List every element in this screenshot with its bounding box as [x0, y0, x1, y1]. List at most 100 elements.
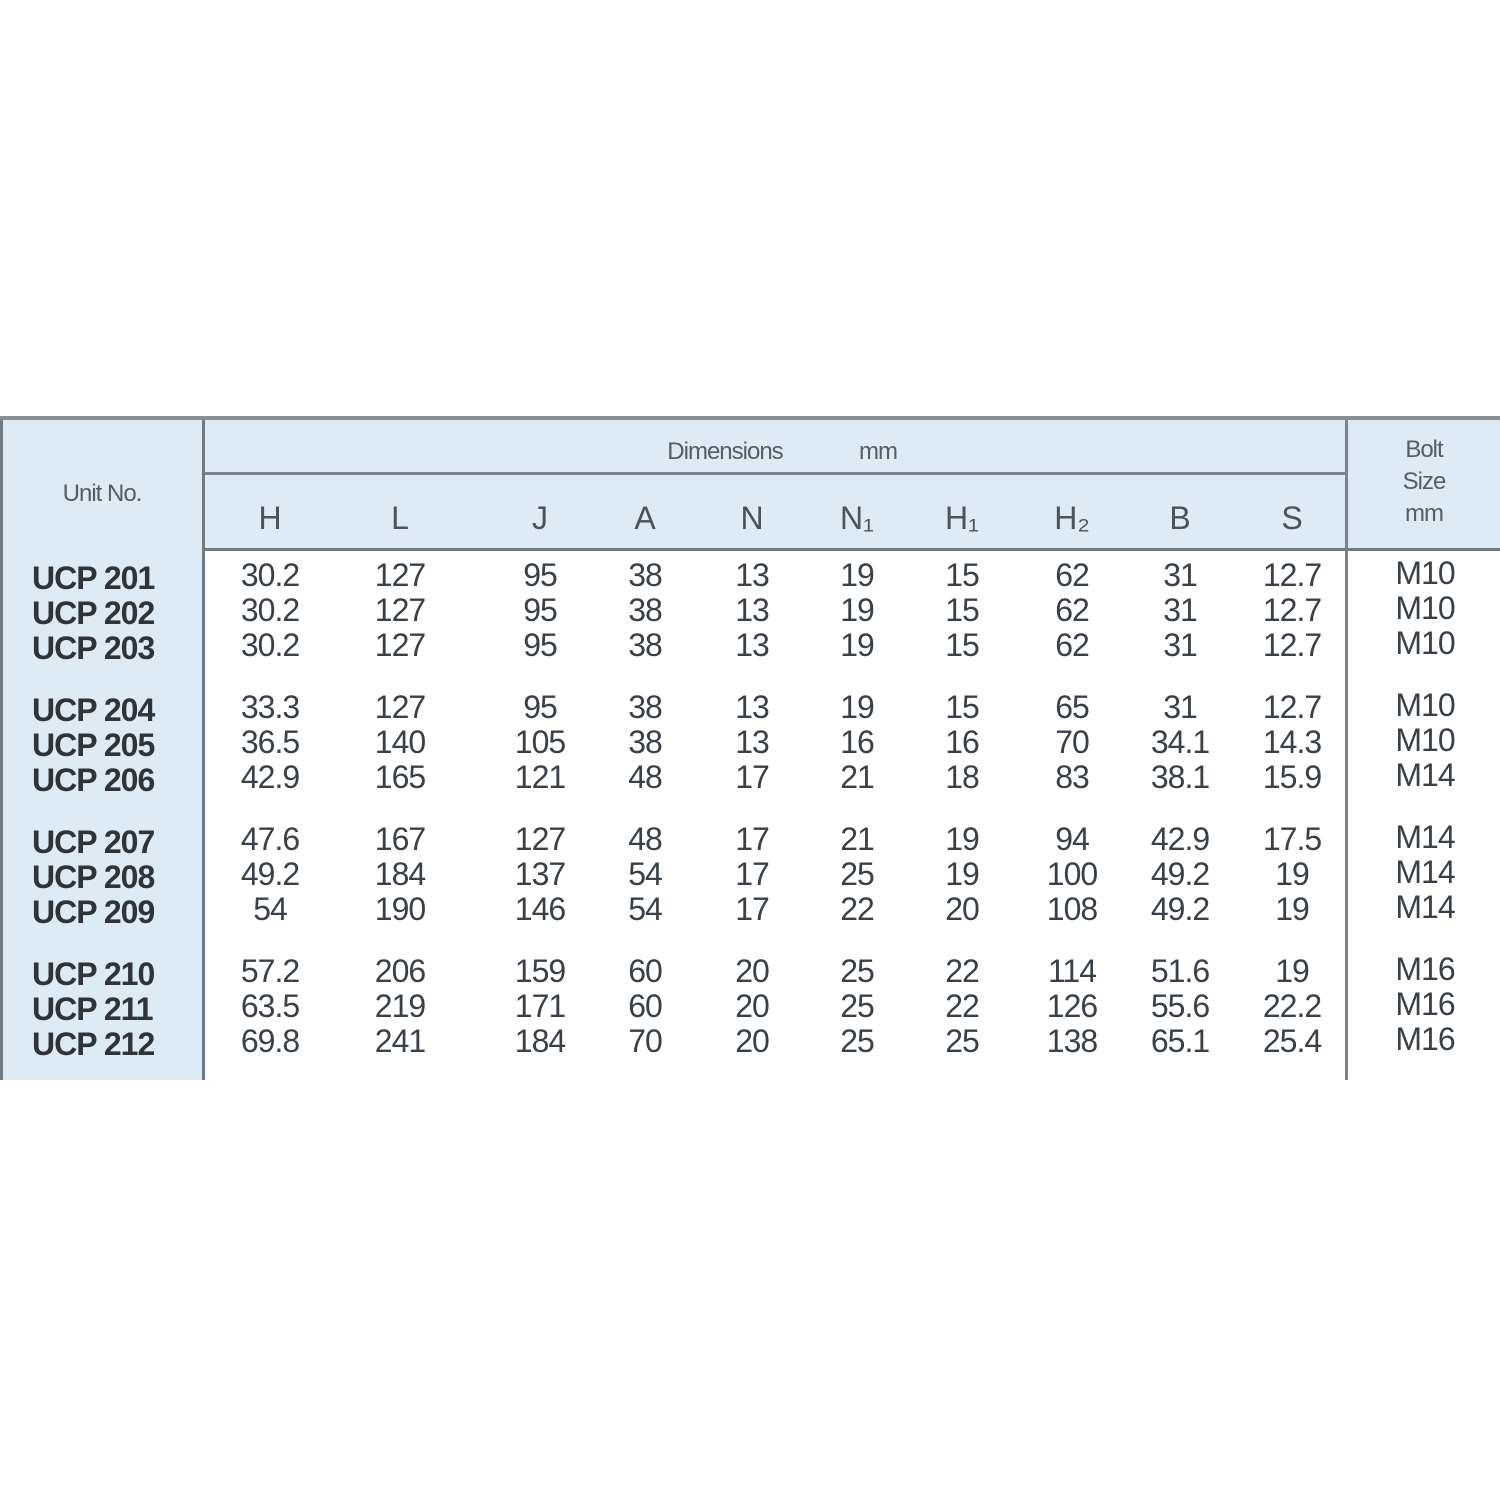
- table-cell: 25: [945, 1023, 980, 1059]
- table-cell: 165: [374, 759, 426, 795]
- unit-number: UCP 207: [32, 824, 155, 860]
- table-cell: 159: [514, 953, 566, 989]
- table-cell: 31: [1163, 592, 1198, 628]
- table-cell: 54: [628, 856, 663, 892]
- table-cell: 17: [735, 856, 770, 892]
- bolt-size-cell: M16: [1395, 1021, 1455, 1057]
- table-cell: 49.2: [240, 856, 300, 892]
- table-cell: 206: [374, 953, 426, 989]
- unit-number: UCP 201: [32, 560, 155, 596]
- bolt-size-cell: M16: [1395, 951, 1455, 987]
- table-cell: 70: [628, 1023, 663, 1059]
- table-cell: 108: [1046, 891, 1098, 927]
- table-cell: 13: [735, 592, 770, 628]
- table-cell: 19: [840, 592, 875, 628]
- table-cell: 17.5: [1262, 821, 1322, 857]
- table-cell: 219: [374, 988, 426, 1024]
- table-cell: 25: [840, 988, 875, 1024]
- table-cell: 12.7: [1262, 557, 1322, 593]
- table-cell: 22: [945, 988, 980, 1024]
- column-header: H₂: [1054, 500, 1090, 536]
- table-cell: 137: [514, 856, 566, 892]
- table-cell: 95: [523, 689, 558, 725]
- table-cell: 49.2: [1150, 891, 1210, 927]
- table-cell: 17: [735, 759, 770, 795]
- unit-number: UCP 203: [32, 630, 155, 666]
- table-cell: 184: [374, 856, 426, 892]
- unit-number: UCP 208: [32, 859, 155, 895]
- table-cell: 30.2: [240, 592, 300, 628]
- column-header: N₁: [840, 500, 874, 536]
- table-cell: 190: [374, 891, 426, 927]
- table-cell: 30.2: [240, 557, 300, 593]
- unit-number: UCP 204: [32, 692, 155, 728]
- table-cell: 146: [514, 891, 566, 927]
- table-cell: 184: [514, 1023, 566, 1059]
- table-cell: 31: [1163, 557, 1198, 593]
- table-cell: 12.7: [1262, 592, 1322, 628]
- bolt-size-cell: M14: [1395, 854, 1455, 890]
- bolt-size-cell: M10: [1395, 722, 1455, 758]
- table-cell: 34.1: [1150, 724, 1210, 760]
- table-cell: 19: [840, 627, 875, 663]
- table-cell: 13: [735, 627, 770, 663]
- header-size-unit: mm: [1405, 500, 1444, 527]
- bolt-size-cell: M14: [1395, 889, 1455, 925]
- table-cell: 171: [514, 988, 566, 1024]
- unit-number: UCP 206: [32, 762, 155, 798]
- table-cell: 12.7: [1262, 627, 1322, 663]
- table-cell: 17: [735, 821, 770, 857]
- bolt-size-cell: M10: [1395, 625, 1455, 661]
- table-cell: 20: [735, 988, 770, 1024]
- table-cell: 19: [1275, 953, 1310, 989]
- table-cell: 38.1: [1150, 759, 1210, 795]
- table-cell: 25.4: [1262, 1023, 1322, 1059]
- table-cell: 19: [1275, 891, 1310, 927]
- table-cell: 21: [840, 759, 875, 795]
- table-cell: 12.7: [1262, 689, 1322, 725]
- table-cell: 51.6: [1150, 953, 1210, 989]
- table-cell: 19: [840, 689, 875, 725]
- table-cell: 31: [1163, 627, 1198, 663]
- table-cell: 127: [374, 557, 426, 593]
- unit-number: UCP 212: [32, 1026, 155, 1062]
- table-cell: 95: [523, 557, 558, 593]
- unit-number: UCP 202: [32, 595, 155, 631]
- column-header: L: [391, 500, 409, 536]
- table-cell: 54: [253, 891, 288, 927]
- bolt-column-divider: [1345, 420, 1348, 1080]
- table-cell: 19: [945, 821, 980, 857]
- table-cell: 126: [1046, 988, 1098, 1024]
- table-cell: 60: [628, 988, 663, 1024]
- header-size: Size: [1402, 468, 1447, 495]
- table-cell: 22: [840, 891, 875, 927]
- table-cell: 25: [840, 953, 875, 989]
- table-cell: 62: [1055, 557, 1090, 593]
- bolt-size-cell: M14: [1395, 819, 1455, 855]
- table-cell: 42.9: [1150, 821, 1210, 857]
- bolt-size-cell: M10: [1395, 555, 1455, 591]
- header-bolt: Bolt: [1405, 436, 1443, 463]
- table-cell: 38: [628, 592, 663, 628]
- table-cell: 100: [1046, 856, 1098, 892]
- table-cell: 20: [735, 1023, 770, 1059]
- table-cell: 127: [374, 627, 426, 663]
- table-cell: 17: [735, 891, 770, 927]
- table-cell: 63.5: [240, 988, 300, 1024]
- table-cell: 70: [1055, 724, 1090, 760]
- table-cell: 25: [840, 1023, 875, 1059]
- table-cell: 60: [628, 953, 663, 989]
- column-header: B: [1169, 500, 1191, 536]
- table-cell: 65: [1055, 689, 1090, 725]
- table-cell: 49.2: [1150, 856, 1210, 892]
- table-cell: 20: [945, 891, 980, 927]
- table-cell: 15: [945, 627, 980, 663]
- dimensions-table: Unit No. Dimensions mm Bolt Size mm H L J A…: [0, 416, 1500, 1080]
- dimensions-header-divider: [205, 472, 1347, 475]
- table-cell: 47.6: [240, 821, 300, 857]
- bolt-size-cell: M10: [1395, 687, 1455, 723]
- table-cell: 127: [374, 592, 426, 628]
- table-cell: 30.2: [240, 627, 300, 663]
- column-header: A: [634, 500, 656, 536]
- table-cell: 38: [628, 627, 663, 663]
